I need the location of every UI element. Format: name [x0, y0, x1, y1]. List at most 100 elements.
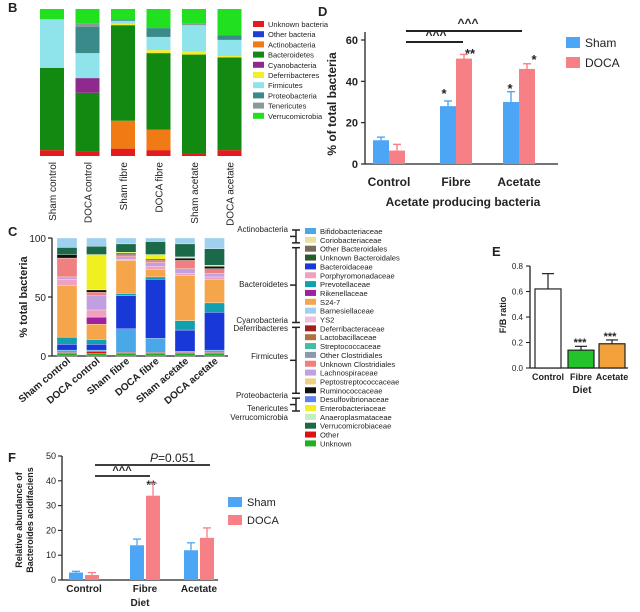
c-legend-label-other-clostridiales: Other Clostridiales — [320, 351, 383, 360]
c-segment-bacteroidaceae-0 — [56, 344, 78, 351]
b-segment-verrucomicrobia-4 — [182, 9, 206, 24]
c-segment-other-4 — [174, 352, 196, 354]
c-phylum-deferribacteres: Deferribacteres — [233, 324, 288, 333]
f-legend-label-sham: Sham — [247, 497, 276, 509]
b-legend-swatch-unknown-bacteria — [253, 21, 264, 27]
b-segment-proteobacteria-2 — [111, 19, 135, 21]
c-segment-enterobacteriaceae-3 — [145, 254, 166, 260]
c-segment-bacteroidaceae-3 — [145, 279, 166, 339]
c-segment-ruminococcaceae-3 — [145, 259, 166, 261]
c-segment-bifidobacteriaceae-2 — [115, 328, 137, 353]
c-segment-prevotellaceae-1 — [86, 339, 107, 345]
c-legend-label-unknown-bacteroidales: Unknown Bacteroidales — [320, 254, 400, 263]
e-bar-fibre — [567, 349, 595, 369]
c-segment-bifidobacteriaceae-3 — [145, 338, 166, 353]
b-tick-label-0: Sham control — [48, 162, 59, 221]
e-star-acetate: *** — [604, 331, 618, 343]
c-segment-other-0 — [56, 352, 78, 354]
f-y-title-line2: Bacteroides acidifaciens — [25, 467, 35, 573]
c-segment-unknown-clostridiales-0 — [56, 257, 78, 278]
b-legend-label-tenericutes: Tenericutes — [268, 102, 307, 111]
d-title: Acetate producing bacteria — [386, 195, 541, 209]
c-legend-swatch-lachnospiraceae — [305, 369, 316, 376]
c-segment-lachnospiraceae-3 — [145, 262, 166, 267]
b-segment-verrucomicrobia-0 — [40, 9, 64, 20]
b-segment-cyanobacteria-1 — [75, 78, 100, 93]
c-legend-label-bacteroidaceae: Bacteroidaceae — [320, 262, 373, 271]
c-legend-swatch-deferribacteraceae — [305, 325, 316, 332]
e-ytick-label-3: 0.6 — [512, 288, 524, 297]
c-segment-s24-7-3 — [145, 269, 166, 278]
c-legend-label-ruminococcaceae: Ruminococcaceae — [320, 386, 382, 395]
d-star-doca-acetate: * — [531, 52, 537, 67]
c-legend-swatch-unknown-clostridiales — [305, 360, 316, 367]
e-ytick-label-0: 0.0 — [512, 364, 524, 373]
c-segment-ruminococcaceae-1 — [86, 289, 107, 293]
c-segment-bacteroidaceae-5 — [204, 312, 225, 351]
b-legend-swatch-other-bacteria — [253, 31, 264, 38]
f-ytick-label-3: 30 — [46, 501, 56, 511]
c-legend-label-enterobacteriaceae: Enterobacteriaceae — [320, 404, 386, 413]
panel-f-chart: Diet ^^^ P=0.051 ** Relative abundance o… — [14, 451, 218, 609]
b-segment-deferribacteres-4 — [182, 51, 206, 55]
c-segment-other-5 — [204, 352, 225, 354]
f-bracket-low-label: ^^^ — [112, 465, 132, 477]
c-segment-enterobacteriaceae-1 — [86, 254, 107, 291]
b-segment-unknown-bacteria-0 — [40, 150, 64, 156]
c-segment-verrucomicrobiaceae-2 — [115, 243, 137, 253]
b-segment-proteobacteria-1 — [75, 26, 100, 54]
c-legend-swatch-enterobacteriaceae — [305, 405, 316, 411]
c-legend-swatch-ys2 — [305, 316, 316, 323]
d-star-sham-acetate: * — [507, 81, 513, 96]
b-legend-swatch-deferribacteres — [253, 72, 264, 78]
c-segment-porphyromonadaceae-1 — [86, 309, 107, 318]
d-star-sham-fibre: * — [441, 86, 447, 101]
c-segment-other-2 — [115, 352, 137, 354]
b-segment-unknown-bacteria-4 — [182, 153, 206, 156]
c-segment-prevotellaceae-5 — [204, 302, 225, 313]
c-segment-barnesiellaceae-4 — [174, 237, 196, 245]
c-segment-lachnospiraceae-0 — [56, 276, 78, 280]
b-legend-label-verrucomicrobia: Verrucomicrobia — [268, 112, 323, 121]
c-legend-swatch-lactobacillaceae — [305, 334, 316, 341]
f-p-value: =0.051 — [158, 451, 195, 465]
c-segment-porphyromonadaceae-4 — [174, 273, 196, 276]
c-segment-porphyromonadaceae-0 — [56, 279, 78, 286]
c-phylum-actinobacteria: Actinobacteria — [237, 225, 288, 234]
b-segment-actinobacteria-3 — [146, 129, 171, 151]
panel-e-chart: Diet *** *** 0.0 0.2 0.4 0.6 0.8 F/B ratio Con… — [498, 262, 628, 396]
f-bar-sham-fibre — [130, 545, 144, 580]
b-segment-verrucomicrobia-2 — [111, 9, 135, 20]
b-segment-firmicutes-1 — [75, 53, 100, 79]
d-bracket-low-label: ^^^ — [425, 28, 446, 42]
b-legend-swatch-actinobacteria — [253, 41, 264, 48]
e-bar-control — [534, 288, 562, 369]
f-ytick-label-4: 40 — [46, 476, 56, 486]
c-phylum-verrucomicrobia: Verrucomicrobia — [230, 413, 288, 422]
c-segment-lachnospiraceae-4 — [174, 268, 196, 274]
d-bar-doca-control — [389, 150, 405, 164]
c-legend-swatch-rikenellaceae — [305, 289, 316, 296]
b-segment-tenericutes-1 — [75, 23, 100, 27]
f-legend-label-doca: DOCA — [247, 515, 279, 527]
b-segment-bacteroidetes-1 — [75, 92, 100, 152]
panel-c-legend: BifidobacteriaceaeCoriobacteriaceaeOther… — [305, 227, 400, 448]
c-legend-label-lachnospiraceae: Lachnospiraceae — [320, 369, 378, 378]
b-segment-firmicutes-5 — [217, 39, 242, 57]
c-ytick-label-0: 0 — [40, 352, 46, 363]
b-legend-label-proteobacteria: Proteobacteria — [268, 91, 318, 100]
d-bar-sham-fibre — [440, 106, 456, 164]
c-legend-label-deferribacteraceae: Deferribacteraceae — [320, 324, 385, 333]
f-p-letter: P — [150, 451, 158, 465]
c-segment-lachnospiraceae-1 — [86, 295, 107, 311]
c-segment-unknown-clostridiales-3 — [145, 260, 166, 263]
b-segment-actinobacteria-2 — [111, 120, 135, 149]
panel-b-chart: Sham control DOCA control Sham fibre DOCA f… — [40, 9, 242, 226]
c-segment-lachnospiraceae-5 — [204, 273, 225, 278]
panel-d-legend: Sham DOCA — [566, 36, 620, 70]
f-bar-doca-acetate — [200, 537, 214, 580]
c-legend-label-desulfovibrionaceae: Desulfovibrionaceae — [320, 395, 389, 404]
d-legend-swatch-doca — [566, 57, 580, 68]
c-segment-lachnospiraceae-2 — [115, 256, 137, 260]
